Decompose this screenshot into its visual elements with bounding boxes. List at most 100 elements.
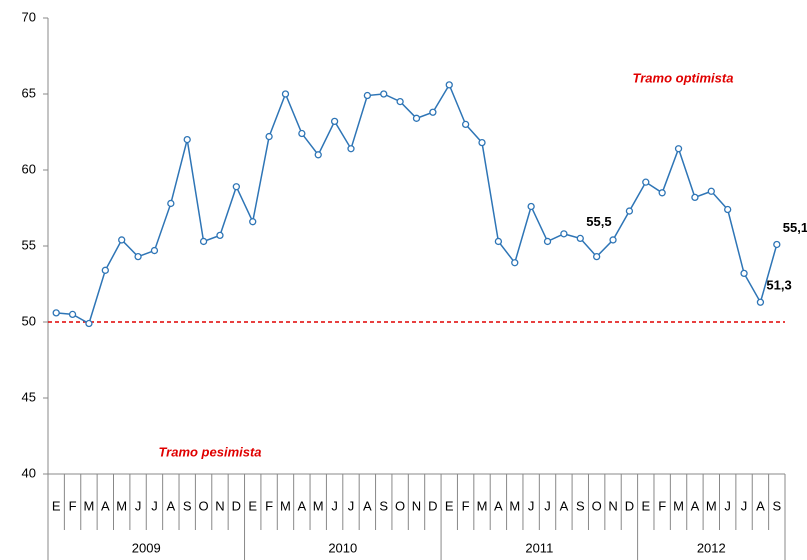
x-tick-label: A (298, 498, 307, 513)
x-tick-label: E (248, 498, 257, 513)
point (150, 246, 159, 255)
x-tick-label: M (116, 498, 127, 513)
x-tick-label: S (183, 498, 192, 513)
y-tick-label: 40 (22, 465, 36, 480)
x-tick-label: D (232, 498, 241, 513)
point (216, 231, 224, 240)
x-tick-label: J (528, 498, 535, 513)
x-tick-label: N (608, 498, 617, 513)
point (68, 310, 77, 319)
x-tick-label: A (756, 498, 765, 513)
x-tick-label: J (544, 498, 551, 513)
point (265, 132, 273, 141)
point (52, 309, 60, 317)
point (494, 237, 503, 246)
y-tick-label: 50 (22, 313, 36, 328)
point (380, 90, 388, 98)
point (396, 97, 404, 106)
point (773, 240, 781, 249)
point (183, 135, 191, 144)
x-tick-label: E (52, 498, 61, 513)
point (707, 187, 715, 195)
point (756, 298, 765, 306)
x-tick-label: J (135, 498, 142, 513)
y-tick-label: 70 (22, 9, 36, 24)
point (167, 199, 175, 208)
point (560, 230, 568, 238)
x-tick-label: S (576, 498, 585, 513)
year-label: 2011 (525, 540, 553, 555)
x-tick-label: F (462, 498, 470, 513)
x-tick-label: M (477, 498, 488, 513)
point (576, 234, 584, 243)
y-tick-label: 65 (22, 85, 36, 100)
x-tick-label: D (428, 498, 437, 513)
point (724, 205, 732, 214)
x-tick-label: M (673, 498, 684, 513)
x-tick-label: M (280, 498, 291, 513)
y-tick-label: 55 (22, 237, 36, 252)
point (330, 117, 339, 126)
point (625, 207, 634, 215)
point (85, 319, 93, 328)
annotation: Tramo optimista (633, 70, 734, 85)
point (298, 129, 306, 138)
x-tick-label: J (741, 498, 748, 513)
point (101, 266, 109, 274)
year-label: 2010 (328, 540, 357, 555)
point (543, 237, 552, 246)
point (232, 183, 240, 191)
y-tick-label: 45 (22, 389, 36, 404)
x-tick-label: E (641, 498, 650, 513)
x-tick-label: S (772, 498, 781, 513)
value-label: 51,3 (766, 278, 791, 293)
point (527, 202, 535, 211)
point (118, 236, 126, 244)
point (642, 178, 650, 186)
x-tick-label: M (509, 498, 520, 513)
x-tick-label: J (724, 498, 731, 513)
x-tick-label: M (84, 498, 95, 513)
x-tick-label: A (101, 498, 110, 513)
year-label: 2009 (132, 540, 161, 555)
point (314, 151, 322, 159)
point (363, 91, 372, 100)
x-tick-label: S (379, 498, 388, 513)
x-tick-label: F (69, 498, 77, 513)
x-tick-label: N (412, 498, 421, 513)
point (281, 90, 290, 98)
x-tick-label: F (265, 498, 273, 513)
point (740, 269, 748, 278)
point (674, 145, 683, 153)
y-tick-label: 60 (22, 161, 36, 176)
x-tick-label: E (445, 498, 454, 513)
x-tick-label: O (592, 498, 602, 513)
x-tick-label: D (625, 498, 634, 513)
point (429, 108, 437, 116)
point (511, 259, 519, 267)
x-tick-label: M (313, 498, 324, 513)
point (199, 237, 208, 246)
point (347, 145, 355, 153)
annotation: Tramo pesimista (158, 444, 261, 459)
point (412, 114, 421, 122)
value-label: 55,1 (783, 220, 807, 235)
value-label: 55,5 (586, 214, 611, 229)
year-label: 2012 (697, 540, 726, 555)
point (609, 236, 617, 244)
point (134, 252, 142, 261)
point (445, 81, 453, 89)
point (478, 138, 486, 147)
x-tick-label: N (215, 498, 224, 513)
point (461, 120, 470, 129)
x-tick-label: J (348, 498, 355, 513)
point (658, 189, 666, 197)
x-tick-label: A (166, 498, 175, 513)
x-tick-label: A (363, 498, 372, 513)
x-tick-label: J (331, 498, 338, 513)
x-tick-label: A (691, 498, 700, 513)
point (249, 218, 257, 226)
x-tick-label: O (395, 498, 405, 513)
x-tick-label: F (658, 498, 666, 513)
